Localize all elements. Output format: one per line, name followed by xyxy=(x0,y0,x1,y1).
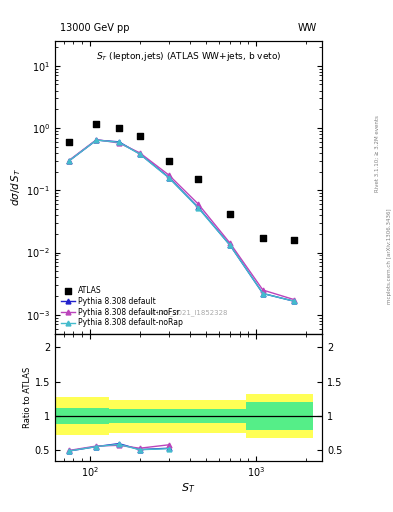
Pythia 8.308 default-noRap xyxy=(228,242,233,248)
Pythia 8.308 default xyxy=(137,151,142,157)
X-axis label: $S_T$: $S_T$ xyxy=(182,481,196,495)
Text: ATLAS_2021_I1852328: ATLAS_2021_I1852328 xyxy=(149,309,228,316)
Pythia 8.308 default-noFsr xyxy=(137,150,142,156)
Pythia 8.308 default xyxy=(261,290,265,296)
Pythia 8.308 default xyxy=(117,139,121,145)
Pythia 8.308 default xyxy=(196,204,201,210)
Line: Pythia 8.308 default: Pythia 8.308 default xyxy=(66,138,297,304)
Pythia 8.308 default xyxy=(167,175,171,181)
Text: mcplots.cern.ch [arXiv:1306.3436]: mcplots.cern.ch [arXiv:1306.3436] xyxy=(387,208,391,304)
Pythia 8.308 default-noRap xyxy=(94,137,99,143)
Pythia 8.308 default-noRap xyxy=(261,290,265,296)
Pythia 8.308 default xyxy=(66,158,71,164)
Pythia 8.308 default-noFsr xyxy=(196,201,201,207)
Pythia 8.308 default-noRap xyxy=(66,158,71,164)
Pythia 8.308 default-noFsr xyxy=(66,158,71,164)
Text: Rivet 3.1.10; ≥ 3.2M events: Rivet 3.1.10; ≥ 3.2M events xyxy=(375,115,380,192)
Pythia 8.308 default-noRap xyxy=(117,139,121,145)
Y-axis label: Ratio to ATLAS: Ratio to ATLAS xyxy=(23,367,32,428)
ATLAS xyxy=(227,209,233,218)
Pythia 8.308 default-noRap xyxy=(167,175,171,181)
Legend: ATLAS, Pythia 8.308 default, Pythia 8.308 default-noFsr, Pythia 8.308 default-no: ATLAS, Pythia 8.308 default, Pythia 8.30… xyxy=(58,283,186,331)
Pythia 8.308 default-noFsr xyxy=(292,296,297,303)
ATLAS xyxy=(195,175,202,183)
Text: $S_T$ (lepton,jets) (ATLAS WW+jets, b veto): $S_T$ (lepton,jets) (ATLAS WW+jets, b ve… xyxy=(96,50,281,63)
Text: WW: WW xyxy=(298,23,317,33)
ATLAS xyxy=(291,236,298,244)
Pythia 8.308 default-noRap xyxy=(292,298,297,304)
Pythia 8.308 default-noRap xyxy=(196,205,201,211)
Pythia 8.308 default-noRap xyxy=(137,151,142,157)
Pythia 8.308 default-noFsr xyxy=(261,287,265,293)
ATLAS xyxy=(136,132,143,140)
Pythia 8.308 default-noFsr xyxy=(94,137,99,143)
ATLAS xyxy=(93,120,99,129)
ATLAS xyxy=(66,138,72,146)
ATLAS xyxy=(116,124,122,132)
Line: Pythia 8.308 default-noFsr: Pythia 8.308 default-noFsr xyxy=(66,137,297,302)
Pythia 8.308 default xyxy=(292,298,297,304)
Pythia 8.308 default-noFsr xyxy=(167,172,171,178)
Pythia 8.308 default xyxy=(94,137,99,143)
Pythia 8.308 default-noFsr xyxy=(117,140,121,146)
Y-axis label: $d\sigma/d\,S_T$: $d\sigma/d\,S_T$ xyxy=(9,168,24,206)
Line: Pythia 8.308 default-noRap: Pythia 8.308 default-noRap xyxy=(66,138,297,304)
Text: 13000 GeV pp: 13000 GeV pp xyxy=(61,23,130,33)
Pythia 8.308 default xyxy=(228,242,233,248)
Pythia 8.308 default-noFsr xyxy=(228,241,233,247)
ATLAS xyxy=(260,234,266,242)
ATLAS xyxy=(166,157,172,165)
